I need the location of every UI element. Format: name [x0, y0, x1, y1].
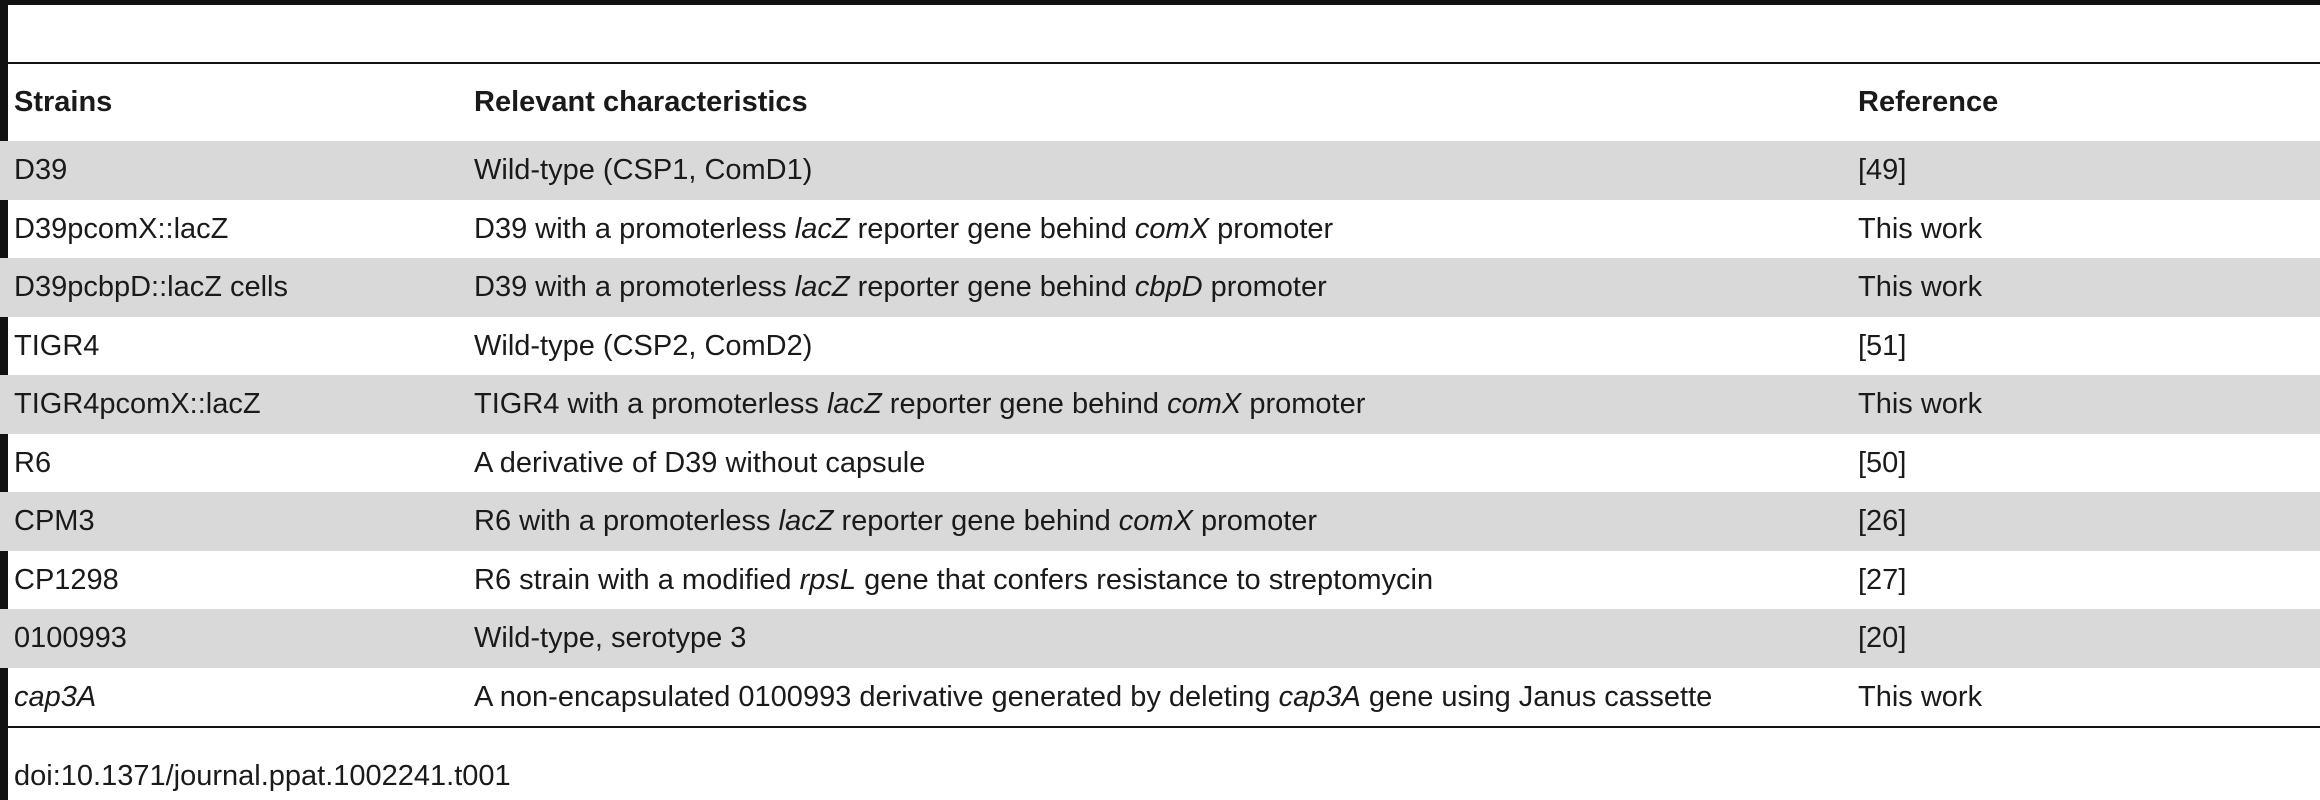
- characteristics-cell: Wild-type, serotype 3: [474, 622, 747, 654]
- strain-cell: D39: [14, 154, 68, 186]
- strain-cell: 0100993: [14, 622, 127, 654]
- header-top-rule: [8, 62, 2320, 64]
- table-bottom-rule: [8, 726, 2320, 728]
- table-header-row: Strains Relevant characteristics Referen…: [0, 64, 2320, 141]
- characteristics-cell: A derivative of D39 without capsule: [474, 446, 926, 479]
- table-row: 0100993 Wild-type, serotype 3 [20]: [0, 609, 2320, 668]
- doi-caption: doi:10.1371/journal.ppat.1002241.t001: [14, 760, 511, 792]
- table-row: CP1298 R6 strain with a modified rpsL gen…: [0, 551, 2320, 610]
- strain-cell: D39pcomX::lacZ: [14, 212, 229, 245]
- reference-cell: This work: [1858, 212, 1983, 245]
- characteristics-cell: Wild-type (CSP1, ComD1): [474, 154, 813, 186]
- strain-cell: R6: [14, 446, 52, 479]
- characteristics-cell: D39 with a promoterless lacZ reporter ge…: [474, 212, 1334, 245]
- table-row: R6 A derivative of D39 without capsule [50…: [0, 434, 2320, 493]
- table-row: D39 Wild-type (CSP1, ComD1) [49]: [0, 141, 2320, 200]
- reference-cell: [27]: [1858, 563, 1907, 596]
- header-strains: Strains: [14, 86, 113, 118]
- reference-cell: This work: [1858, 271, 1983, 303]
- characteristics-cell: R6 with a promoterless lacZ reporter gen…: [474, 505, 1318, 537]
- reference-cell: This work: [1858, 680, 1983, 713]
- table-row: CPM3 R6 with a promoterless lacZ reporter…: [0, 492, 2320, 551]
- strain-cell: CP1298: [14, 563, 119, 596]
- reference-cell: [26]: [1858, 505, 1907, 537]
- reference-cell: [50]: [1858, 446, 1907, 479]
- strain-cell: CPM3: [14, 505, 95, 537]
- table-row: D39pcomX::lacZ D39 with a promoterless la…: [0, 200, 2320, 259]
- top-border: [0, 0, 2320, 5]
- reference-cell: This work: [1858, 388, 1983, 420]
- characteristics-cell: D39 with a promoterless lacZ reporter ge…: [474, 271, 1327, 303]
- table-row: cap3A A non-encapsulated 0100993 derivati…: [0, 668, 2320, 727]
- reference-cell: [51]: [1858, 329, 1907, 362]
- characteristics-cell: Wild-type (CSP2, ComD2): [474, 329, 813, 362]
- strain-cell: TIGR4pcomX::lacZ: [14, 388, 261, 420]
- table-row: D39pcbpD::lacZ cells D39 with a promoterl…: [0, 258, 2320, 317]
- reference-cell: [49]: [1858, 154, 1907, 186]
- table-row: TIGR4pcomX::lacZ TIGR4 with a promoterles…: [0, 375, 2320, 434]
- characteristics-cell: R6 strain with a modified rpsL gene that…: [474, 563, 1434, 596]
- table-body: D39 Wild-type (CSP1, ComD1) [49]D39pcomX::…: [0, 141, 2320, 726]
- strain-cell: cap3A: [14, 680, 97, 713]
- header-reference: Reference: [1858, 86, 1999, 118]
- strain-cell: TIGR4: [14, 329, 100, 362]
- characteristics-cell: TIGR4 with a promoterless lacZ reporter …: [474, 388, 1366, 420]
- characteristics-cell: A non-encapsulated 0100993 derivative ge…: [474, 680, 1713, 713]
- strain-cell: D39pcbpD::lacZ cells: [14, 271, 288, 303]
- table-row: TIGR4 Wild-type (CSP2, ComD2) [51]: [0, 317, 2320, 376]
- header-characteristics: Relevant characteristics: [474, 86, 808, 118]
- strains-table: Strains Relevant characteristics Referen…: [0, 62, 2320, 728]
- reference-cell: [20]: [1858, 622, 1907, 654]
